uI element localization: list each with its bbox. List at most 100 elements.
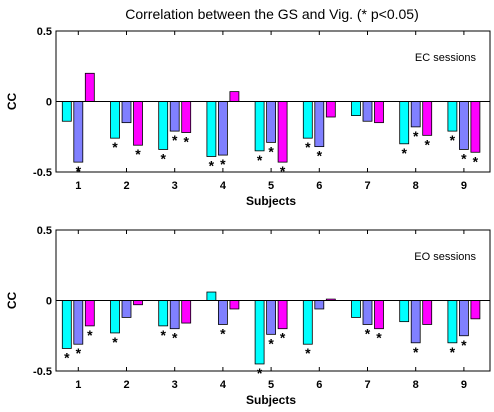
panel-2-bar-s2-3 <box>169 300 180 330</box>
panel-2-significance-marker: * <box>172 330 178 346</box>
panel-1-bar-s2-9 <box>458 101 469 150</box>
panel-1-significance-marker: * <box>473 153 479 169</box>
panel-1-bar-s2-1 <box>73 101 84 163</box>
panel-1-significance-marker: * <box>112 139 118 155</box>
panel-2-bar-s2-5 <box>266 300 277 335</box>
panel-2-significance-marker: * <box>413 344 419 360</box>
chart-title: Correlation between the GS and Vig. (* p… <box>125 6 419 22</box>
panel-2-ytick-label: 0.5 <box>37 225 52 237</box>
panel-2-bar-s2-2 <box>121 300 132 318</box>
panel-2-bar-s3-4 <box>229 300 240 310</box>
panel-1-ytick-label: -0.5 <box>33 167 52 179</box>
panel-1-bar-s3-6 <box>325 101 336 118</box>
panel-1-significance-marker: * <box>209 157 215 173</box>
panel-1-xtick-label: 4 <box>220 180 227 192</box>
panel-1-bar-s2-3 <box>169 101 180 132</box>
panel-1-xtick-label: 7 <box>364 180 370 192</box>
panel-1-significance-marker: * <box>317 148 323 164</box>
panel-1-x-axis-label: Subjects <box>246 194 296 208</box>
panel-2-ytick-label: -0.5 <box>33 366 52 378</box>
panel-1-bar-s1-8 <box>399 101 410 145</box>
panel-1-bar-s1-2 <box>110 101 120 139</box>
panel-2-significance-marker: * <box>461 337 467 353</box>
panel-2-xtick-label: 1 <box>75 379 81 391</box>
panel-2-bar-s1-1 <box>61 300 72 349</box>
panel-2-bar-s1-8 <box>399 300 410 323</box>
panel-1-significance-marker: * <box>450 132 456 148</box>
panel-2-significance-marker: * <box>64 349 70 365</box>
panel-2-significance-marker: * <box>220 325 226 341</box>
panel-1-bar-s1-3 <box>158 101 169 150</box>
panel-1-xtick-label: 1 <box>75 180 81 192</box>
panel-1-ytick-label: 0.5 <box>37 26 52 38</box>
panel-1-significance-marker: * <box>280 163 286 179</box>
panel-2-bar-s3-1 <box>84 300 95 327</box>
panel-2-bar-s2-7 <box>362 300 373 325</box>
panel-1-significance-marker: * <box>172 132 178 148</box>
panel-2-significance-marker: * <box>268 335 274 351</box>
panel-2-bar-s3-7 <box>374 300 384 330</box>
panel-2-bar-s1-7 <box>351 300 361 318</box>
panel-1-bar-s3-9 <box>470 101 481 153</box>
panel-1-ytick-label: 0 <box>46 97 52 109</box>
panel-1-bar-s3-4 <box>229 91 240 102</box>
panel-1-bar-s3-8 <box>422 101 433 136</box>
panel-2-bar-s3-2 <box>133 300 143 306</box>
panel-2-significance-marker: * <box>305 345 311 361</box>
panel-1-xtick-label: 9 <box>461 180 467 192</box>
panel-1-bar-s3-5 <box>277 101 288 163</box>
panel-2-bar-s2-9 <box>458 300 469 337</box>
panel-1-significance-marker: * <box>183 134 189 150</box>
panel-1-bar-s1-4 <box>206 101 217 157</box>
panel-2-xtick-label: 9 <box>461 379 467 391</box>
panel-1-bar-s2-7 <box>362 101 373 122</box>
panel-1-bar-s1-6 <box>302 101 313 139</box>
panel-1-bar-s1-1 <box>61 101 72 122</box>
panel-1-significance-marker: * <box>401 145 407 161</box>
panel-2-significance-marker: * <box>160 327 166 343</box>
panel-2-xtick-label: 4 <box>220 379 227 391</box>
panel-1-bar-s2-6 <box>314 101 325 148</box>
panel-1-bar-s2-2 <box>121 101 132 124</box>
panel-2-significance-marker: * <box>87 327 93 343</box>
panel-1-significance-marker: * <box>461 150 467 166</box>
panel-2-xtick-label: 7 <box>364 379 370 391</box>
panel-2-significance-marker: * <box>257 365 263 381</box>
panel-1-xtick-label: 2 <box>123 180 129 192</box>
panel-1-significance-marker: * <box>424 136 430 152</box>
panel-1-bar-s2-8 <box>410 101 421 128</box>
panel-1-bar-s1-7 <box>351 101 361 116</box>
panel-1-xtick-label: 8 <box>413 180 419 192</box>
panel-2-bar-s2-6 <box>314 300 325 310</box>
panel-2-xtick-label: 2 <box>123 379 129 391</box>
panel-2-bar-s1-5 <box>254 300 265 365</box>
panel-1-significance-marker: * <box>268 143 274 159</box>
panel-1-xtick-label: 3 <box>172 180 178 192</box>
panel-2-xtick-label: 3 <box>172 379 178 391</box>
panel-1-bar-s2-5 <box>266 101 277 143</box>
panel-2-significance-marker: * <box>280 330 286 346</box>
panel-2-session-label: EO sessions <box>414 251 476 263</box>
panel-1-significance-marker: * <box>305 139 311 155</box>
panel-1-significance-marker: * <box>135 146 141 162</box>
panel-1-xtick-label: 6 <box>316 180 322 192</box>
panel-2-bar-s2-1 <box>73 300 84 345</box>
panel-2-bar-s3-9 <box>470 300 481 320</box>
panel-1-bar-s3-2 <box>133 101 143 146</box>
panel-1-session-label: EC sessions <box>415 52 477 64</box>
panel-2-significance-marker: * <box>365 325 371 341</box>
panel-1-significance-marker: * <box>413 128 419 144</box>
panel-2-significance-marker: * <box>76 345 82 361</box>
panel-1-y-axis-label: CC <box>5 93 19 111</box>
panel-1-significance-marker: * <box>257 152 263 168</box>
panel-2-x-axis-label: Subjects <box>246 393 296 407</box>
panel-2-xtick-label: 5 <box>268 379 274 391</box>
panel-2-bar-s3-3 <box>181 300 192 324</box>
panel-2-bar-s2-8 <box>410 300 421 344</box>
panel-2-ytick-label: 0 <box>46 296 52 308</box>
panel-1-significance-marker: * <box>220 156 226 172</box>
panel-1-bar-s3-1 <box>84 72 95 102</box>
panel-2-xtick-label: 8 <box>413 379 419 391</box>
